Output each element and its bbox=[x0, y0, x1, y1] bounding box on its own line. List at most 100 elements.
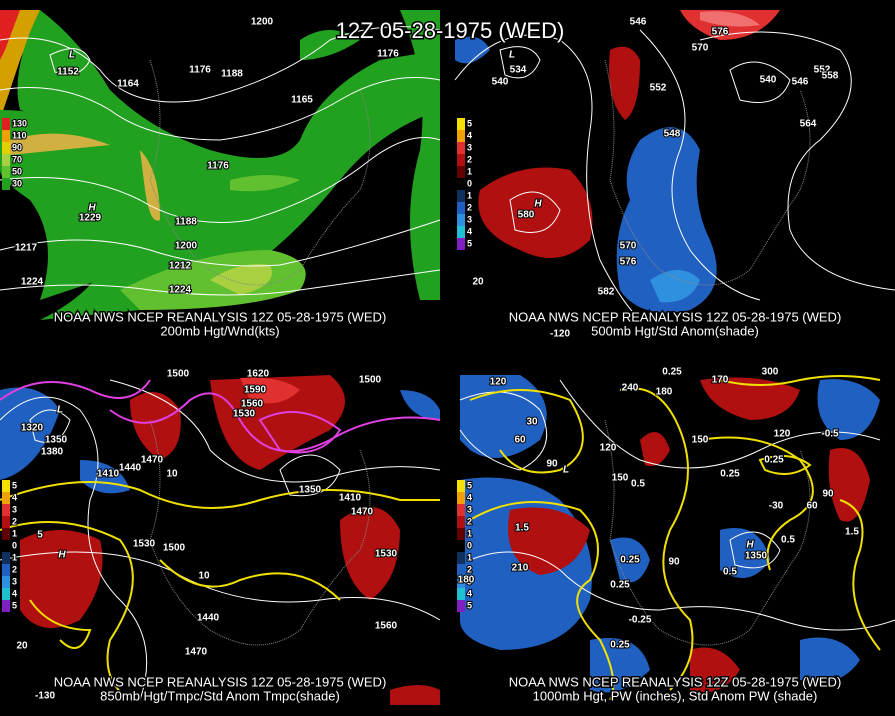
legend-swatch bbox=[2, 178, 10, 190]
legend-label: 3 bbox=[12, 504, 17, 514]
contour-label: 20 bbox=[472, 277, 484, 288]
legend-swatch bbox=[457, 238, 465, 250]
legend-label: 0 bbox=[12, 540, 17, 550]
panel-subtitle: 200mb Hgt/Wnd(kts) bbox=[160, 323, 279, 338]
contour-label: 150 bbox=[612, 473, 629, 484]
contour-label: 0.25 bbox=[620, 555, 640, 566]
contour-label: -120 bbox=[550, 329, 570, 340]
contour-label: H bbox=[746, 540, 754, 551]
contour-label: 90 bbox=[546, 459, 558, 470]
legend-swatch bbox=[457, 214, 465, 226]
contour-label: 576 bbox=[712, 27, 729, 38]
legend-label: 5 bbox=[467, 480, 472, 490]
legend-label: 1 bbox=[467, 528, 472, 538]
legend-swatch bbox=[457, 166, 465, 178]
legend-swatch bbox=[457, 480, 465, 492]
contour-label: 1500 bbox=[163, 543, 186, 554]
legend-label: 3 bbox=[12, 576, 17, 586]
contour-label: 0.25 bbox=[610, 580, 630, 591]
contour-label: 1200 bbox=[251, 17, 274, 28]
contour-label: 1470 bbox=[141, 455, 164, 466]
contour-label: 90 bbox=[668, 557, 680, 568]
contour-label: 546 bbox=[792, 77, 809, 88]
legend-swatch bbox=[2, 492, 10, 504]
contour-label: 1530 bbox=[133, 539, 156, 550]
contour-label: 120 bbox=[774, 429, 791, 440]
legend-label: 3 bbox=[467, 142, 472, 152]
legend-label: 5 bbox=[12, 480, 17, 490]
legend-swatch bbox=[457, 226, 465, 238]
legend-label: 5 bbox=[467, 600, 472, 610]
contour-label: 300 bbox=[762, 367, 779, 378]
contour-label: 1.5 bbox=[845, 527, 859, 538]
contour-label: L bbox=[563, 465, 569, 476]
contour-label: 1229 bbox=[79, 213, 102, 224]
contour-label: 1152 bbox=[57, 67, 79, 78]
coastlines bbox=[149, 59, 811, 646]
contour-label: 1530 bbox=[233, 409, 256, 420]
legend-swatch bbox=[457, 600, 465, 612]
contour-label: 558 bbox=[822, 71, 839, 82]
legend-swatch bbox=[2, 516, 10, 528]
contour-label: 0.25 bbox=[764, 455, 784, 466]
legend-swatch bbox=[2, 552, 10, 564]
legend-swatch bbox=[457, 118, 465, 130]
legend-label: 0 bbox=[467, 178, 472, 188]
legend-swatch bbox=[2, 166, 10, 178]
contour-label: 564 bbox=[800, 119, 817, 130]
contour-label: 170 bbox=[712, 375, 729, 386]
contour-label: 1176 bbox=[189, 65, 211, 76]
contour-label: 1350 bbox=[745, 551, 768, 562]
panel-caption: NOAA NWS NCEP REANALYSIS 12Z 05-28-1975 … bbox=[509, 309, 842, 324]
legend-swatch bbox=[2, 480, 10, 492]
contour-label: 1350 bbox=[45, 435, 68, 446]
legend-swatch bbox=[2, 600, 10, 612]
contour-label: 582 bbox=[598, 287, 615, 298]
contour-label: 540 bbox=[760, 75, 777, 86]
height-contours bbox=[0, 26, 895, 701]
legend-swatch bbox=[2, 576, 10, 588]
legend-swatch bbox=[2, 564, 10, 576]
legend-swatch bbox=[457, 528, 465, 540]
contour-label: 1440 bbox=[119, 463, 142, 474]
contour-label: 1320 bbox=[21, 423, 44, 434]
legend-swatch bbox=[2, 588, 10, 600]
contour-label: 240 bbox=[622, 383, 639, 394]
legend-label: 30 bbox=[12, 178, 22, 188]
pw-anomaly-shading bbox=[460, 375, 880, 693]
legend-label: 5 bbox=[467, 238, 472, 248]
contour-label: 90 bbox=[822, 489, 834, 500]
contour-label: H bbox=[534, 199, 542, 210]
legend-label: 5 bbox=[12, 600, 17, 610]
contour-label: H bbox=[58, 550, 66, 561]
panel-caption: NOAA NWS NCEP REANALYSIS 12Z 05-28-1975 … bbox=[509, 674, 842, 689]
contour-label: 10 bbox=[166, 469, 178, 480]
legend-swatch bbox=[457, 130, 465, 142]
contour-label: 1176 bbox=[207, 161, 229, 172]
contour-label: 0.25 bbox=[720, 469, 740, 480]
contour-label: 1176 bbox=[377, 49, 399, 60]
panel-caption: NOAA NWS NCEP REANALYSIS 12Z 05-28-1975 … bbox=[54, 674, 387, 689]
legend-label: 3 bbox=[467, 214, 472, 224]
contour-label: 0.5 bbox=[781, 535, 795, 546]
contour-label: 1165 bbox=[291, 95, 313, 106]
contour-label: 1500 bbox=[359, 375, 382, 386]
contour-label: 120 bbox=[490, 377, 507, 388]
contour-label: 180 bbox=[458, 575, 475, 586]
panel-subtitle: 1000mb Hgt, PW (inches), Std Anom PW (sh… bbox=[533, 688, 818, 703]
contour-label: 1380 bbox=[41, 447, 64, 458]
legend-label: 5 bbox=[467, 118, 472, 128]
legend-swatch bbox=[457, 190, 465, 202]
legend-label: 4 bbox=[467, 492, 472, 502]
contour-label: 1188 bbox=[221, 69, 243, 80]
contour-label: 546 bbox=[630, 17, 647, 28]
legend-swatch bbox=[457, 552, 465, 564]
contour-label: H bbox=[88, 203, 96, 214]
contour-label: 1224 bbox=[169, 285, 192, 296]
contour-label: 0.25 bbox=[610, 640, 630, 651]
legend-label: 4 bbox=[467, 588, 472, 598]
legend-swatch bbox=[2, 528, 10, 540]
legend-label: 1 bbox=[467, 166, 472, 176]
legend-label: 4 bbox=[467, 226, 472, 236]
contour-label: 120 bbox=[600, 443, 617, 454]
